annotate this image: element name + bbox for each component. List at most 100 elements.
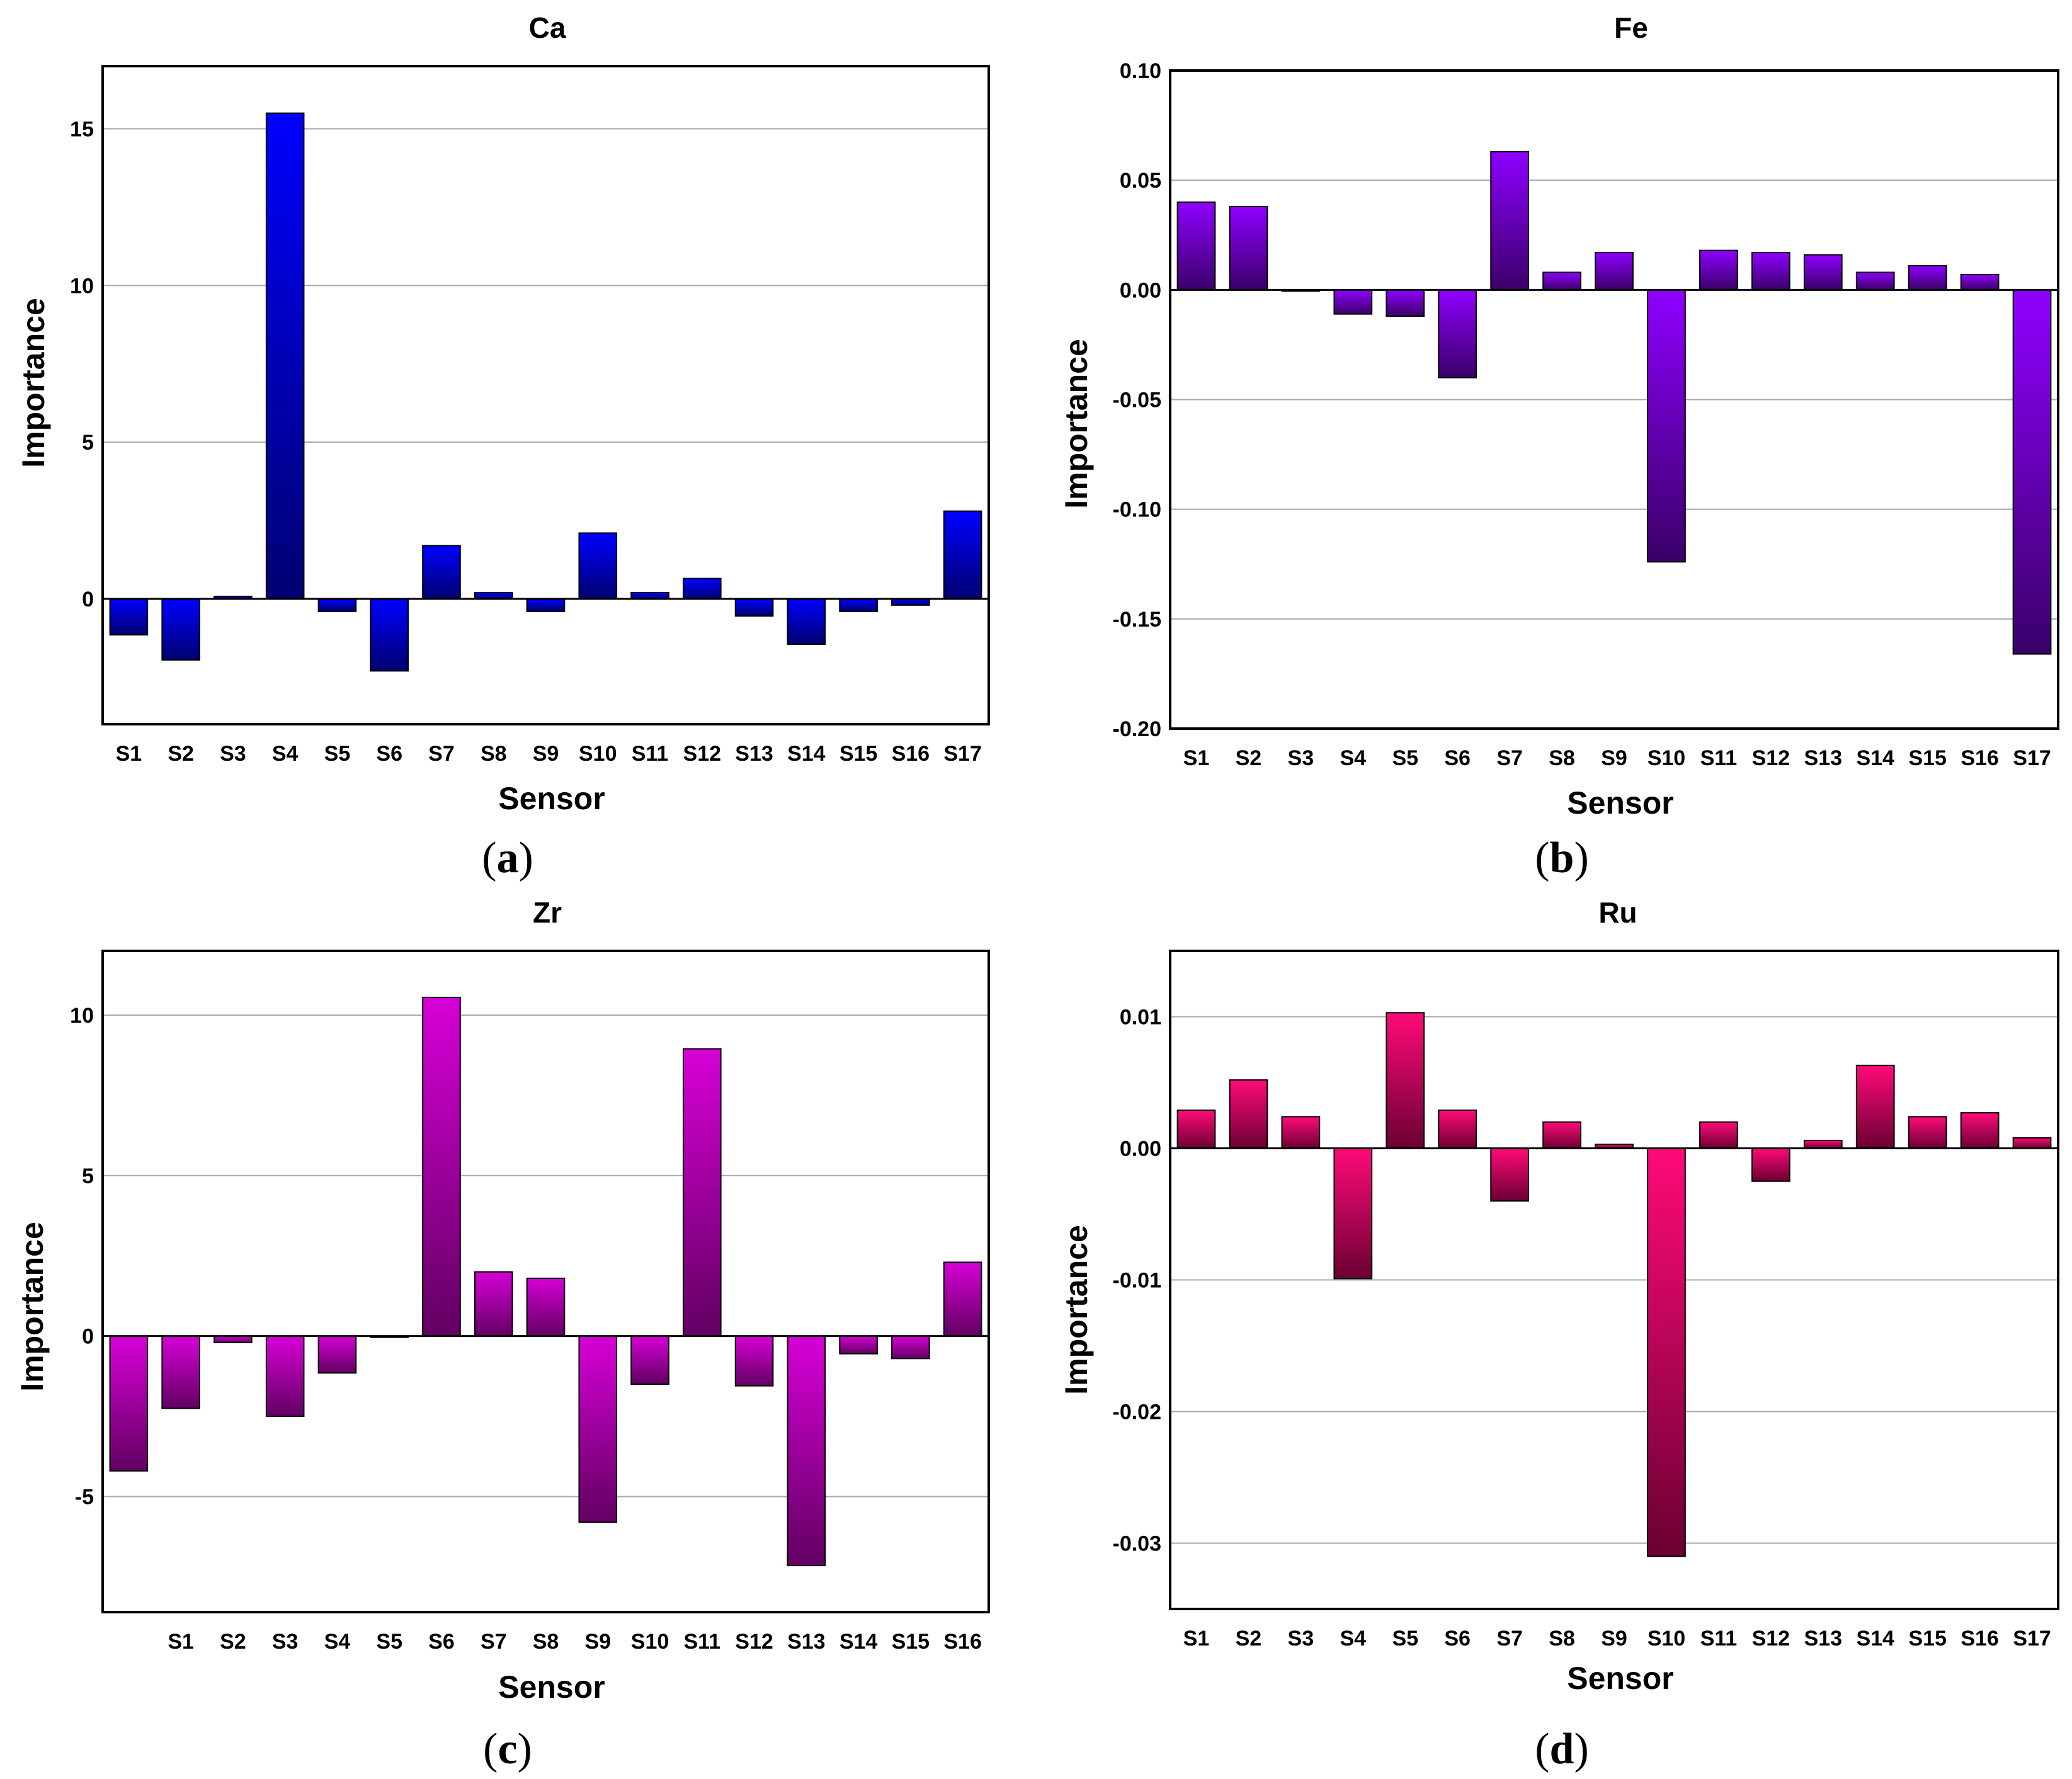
x-tick-label: S16: [1961, 746, 1999, 770]
bar: [1751, 1147, 1790, 1182]
x-tick-label: S8: [481, 742, 507, 766]
panel-letter: a: [497, 834, 519, 882]
x-tick-label: S5: [1392, 746, 1418, 770]
x-tick-label: S14: [840, 1630, 878, 1654]
bar: [1960, 1112, 2000, 1149]
x-tick-label: S14: [1856, 1627, 1894, 1651]
bar: [109, 598, 149, 636]
y-tick-label: 10: [70, 1004, 94, 1028]
plot-frame: [1169, 950, 2059, 1610]
bar: [265, 1335, 305, 1418]
x-tick-label: S14: [1856, 746, 1894, 770]
panel-letter: b: [1550, 834, 1574, 882]
panel-caption: (a): [482, 834, 533, 882]
panel-caption: (b): [1535, 834, 1589, 882]
bar: [1647, 289, 1686, 563]
bar: [265, 112, 305, 600]
x-tick-label: S13: [735, 742, 773, 766]
y-tick-label: -0.15: [1113, 608, 1162, 632]
bar: [1542, 1121, 1581, 1149]
x-tick-label: S4: [324, 1630, 351, 1654]
x-tick-label: S17: [2013, 1627, 2051, 1651]
y-tick-label: -0.01: [1113, 1269, 1162, 1293]
bar: [1281, 1116, 1321, 1149]
bar: [317, 1335, 357, 1374]
x-tick-label: S1: [1183, 1627, 1210, 1651]
chart-panel-a: Ca Importance Sensor (a) 0 5 10 15 S1 S2 S3 S4 S…: [16, 11, 990, 882]
x-tick-label: S10: [579, 742, 617, 766]
y-tick-label: -0.05: [1113, 389, 1162, 412]
x-tick-label: S13: [1804, 746, 1843, 770]
x-tick-label: S14: [787, 742, 826, 766]
bar: [630, 1335, 669, 1385]
x-tick-label: S15: [1908, 746, 1947, 770]
x-tick-label: S6: [428, 1630, 455, 1654]
bar: [734, 1335, 774, 1387]
chart-panel-d: Ru Importance Sensor (d) -0.03 -0.02 -0.01…: [1059, 896, 2059, 1773]
x-tick-label: S5: [376, 1630, 402, 1654]
panel-letter: c: [498, 1725, 517, 1773]
x-tick-label: S7: [1496, 746, 1523, 770]
bar: [2012, 1137, 2052, 1149]
bar: [943, 510, 982, 600]
bar: [1229, 1079, 1268, 1149]
bar: [526, 1277, 566, 1337]
bar: [1699, 1121, 1738, 1149]
x-tick-label: S4: [1340, 746, 1366, 770]
x-tick-label: S5: [324, 742, 351, 766]
bar: [839, 598, 878, 612]
x-tick-label: S3: [272, 1630, 299, 1654]
x-tick-label: S3: [220, 742, 246, 766]
x-tick-label: S9: [1601, 746, 1627, 770]
x-tick-label: S15: [840, 742, 878, 766]
bar: [1908, 265, 1947, 291]
plot-frame: [101, 950, 990, 1613]
chart-panel-c: Zr Importance Sensor (c) -5 0 5 10 S1 S2 S3 S4 S…: [14, 896, 990, 1773]
x-tick-label: S9: [533, 742, 559, 766]
panel-caption: (c): [483, 1725, 532, 1773]
bar: [1647, 1147, 1686, 1557]
y-tick-label: 0.00: [1120, 1137, 1161, 1161]
bar: [891, 1335, 930, 1360]
bar: [787, 1335, 826, 1567]
bar: [422, 996, 461, 1337]
y-tick-label: 0: [82, 1325, 94, 1349]
x-tick-label: S10: [1648, 746, 1686, 770]
bar: [1490, 151, 1529, 291]
x-tick-label: S16: [892, 742, 930, 766]
x-tick-label: S17: [2013, 746, 2051, 770]
plot-frame: [101, 65, 990, 725]
x-tick-label: S7: [428, 742, 455, 766]
x-tick-label: S11: [1700, 746, 1738, 770]
y-axis-label: Importance: [1059, 1225, 1094, 1395]
y-axis-label: Importance: [16, 298, 51, 468]
y-tick-label: 0.05: [1120, 169, 1161, 193]
x-tick-label: S11: [632, 742, 669, 766]
y-tick-label: 5: [82, 431, 94, 455]
bar: [1229, 205, 1268, 291]
bar: [1699, 249, 1738, 291]
x-tick-label: S12: [683, 742, 722, 766]
x-tick-label: S7: [481, 1630, 507, 1654]
x-tick-label: S13: [1804, 1627, 1843, 1651]
plot-area: -0.03 -0.02 -0.01 0.00 0.01 S1 S2 S3 S4 S5 S6 S7 S8 S…: [1113, 950, 2059, 1651]
y-tick-label: 15: [70, 118, 94, 142]
bar: [1855, 1064, 1895, 1149]
plot-area: -0.20 -0.15 -0.10 -0.05 0.00 0.05 0.10 S1 S2 S3 S4…: [1113, 59, 2059, 770]
bar: [1176, 202, 1216, 291]
x-tick-label: S3: [1288, 1627, 1314, 1651]
bar: [1960, 273, 2000, 291]
bar: [1908, 1116, 1947, 1149]
x-tick-label: S6: [376, 742, 402, 766]
bar: [1438, 1109, 1477, 1149]
bar: [2012, 289, 2052, 655]
x-tick-label: S1: [168, 1630, 194, 1654]
panel-caption: (d): [1535, 1725, 1589, 1773]
bar: [109, 1335, 149, 1472]
x-tick-label: S15: [1908, 1627, 1947, 1651]
x-tick-label: S15: [892, 1630, 930, 1654]
bar: [943, 1261, 982, 1337]
x-axis-label: Sensor: [498, 1669, 605, 1705]
bar: [317, 598, 357, 612]
bar: [1386, 289, 1425, 317]
